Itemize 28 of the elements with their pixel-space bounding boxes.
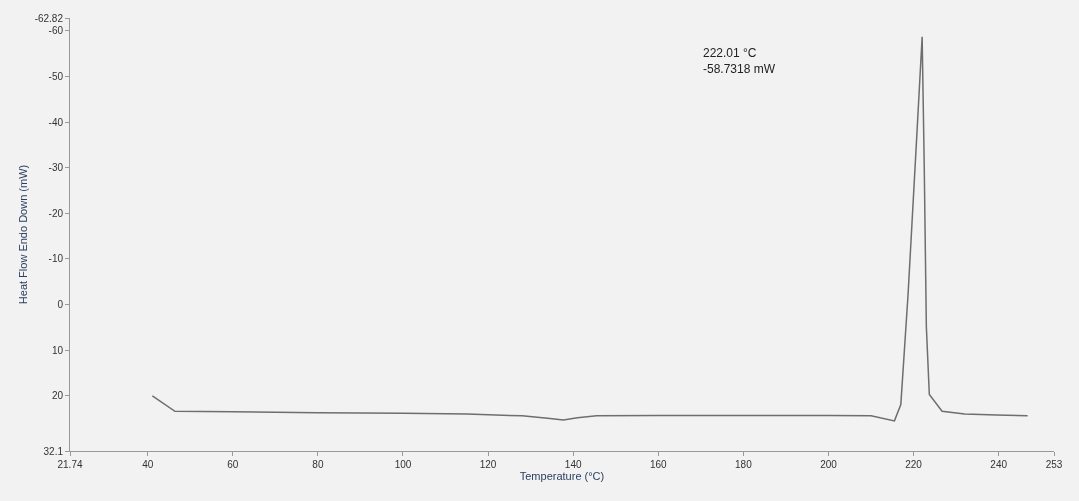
y-tick-label: 32.1 bbox=[43, 445, 64, 457]
y-axis-title: Heat Flow Endo Down (mW) bbox=[17, 164, 30, 305]
y-tick-label: -40 bbox=[48, 116, 64, 128]
x-tick-label: 160 bbox=[649, 459, 668, 470]
x-tick-label: 21.74 bbox=[57, 459, 83, 470]
y-tick-label: -50 bbox=[48, 70, 64, 82]
x-tick-label: 253 bbox=[1045, 459, 1063, 470]
x-tick-label: 200 bbox=[820, 459, 838, 470]
x-tick-label: 100 bbox=[394, 459, 412, 470]
annotation: 222.01 °C -58.7318 mW bbox=[703, 46, 776, 76]
x-tick-label: 40 bbox=[142, 459, 154, 470]
x-tick-label: 140 bbox=[564, 459, 582, 470]
x-tick-label: 120 bbox=[479, 459, 497, 470]
x-tick-label: 240 bbox=[990, 459, 1008, 470]
y-tick-label: 10 bbox=[51, 344, 64, 356]
y-tick-label: -62.82 bbox=[34, 12, 64, 24]
x-tick-label: 220 bbox=[905, 459, 923, 470]
x-tick-label: 180 bbox=[735, 459, 753, 470]
y-tick-label: -10 bbox=[48, 253, 64, 265]
y-tick-label: -30 bbox=[48, 162, 64, 174]
x-tick-label: 60 bbox=[227, 459, 239, 470]
line-series bbox=[151, 36, 1029, 422]
y-tick-label: -20 bbox=[48, 207, 64, 219]
y-tick-label: 20 bbox=[51, 390, 64, 402]
x-tick-label: 80 bbox=[312, 459, 324, 470]
y-tick-label: -60 bbox=[48, 25, 64, 37]
y-tick-label: 0 bbox=[57, 299, 64, 311]
x-axis-title: Temperature (°C) bbox=[519, 470, 605, 482]
